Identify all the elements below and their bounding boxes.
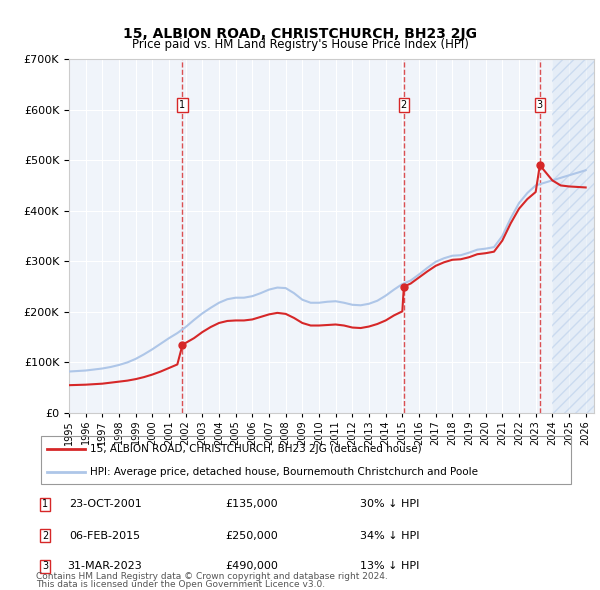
- Text: Contains HM Land Registry data © Crown copyright and database right 2024.: Contains HM Land Registry data © Crown c…: [36, 572, 388, 581]
- Text: £250,000: £250,000: [226, 531, 278, 540]
- Text: 3: 3: [42, 562, 48, 571]
- Text: 23-OCT-2001: 23-OCT-2001: [68, 500, 142, 509]
- Text: 2: 2: [401, 100, 407, 110]
- Text: Price paid vs. HM Land Registry's House Price Index (HPI): Price paid vs. HM Land Registry's House …: [131, 38, 469, 51]
- Text: 34% ↓ HPI: 34% ↓ HPI: [360, 531, 420, 540]
- Text: 06-FEB-2015: 06-FEB-2015: [70, 531, 140, 540]
- Text: HPI: Average price, detached house, Bournemouth Christchurch and Poole: HPI: Average price, detached house, Bour…: [90, 467, 478, 477]
- Text: This data is licensed under the Open Government Licence v3.0.: This data is licensed under the Open Gov…: [36, 580, 325, 589]
- Text: £135,000: £135,000: [226, 500, 278, 509]
- Text: 13% ↓ HPI: 13% ↓ HPI: [361, 562, 419, 571]
- Text: 3: 3: [537, 100, 543, 110]
- Text: 1: 1: [42, 500, 48, 509]
- Bar: [553, 59, 594, 413]
- Text: 1: 1: [179, 100, 185, 110]
- Text: 30% ↓ HPI: 30% ↓ HPI: [361, 500, 419, 509]
- Text: 31-MAR-2023: 31-MAR-2023: [68, 562, 142, 571]
- Text: 15, ALBION ROAD, CHRISTCHURCH, BH23 2JG (detached house): 15, ALBION ROAD, CHRISTCHURCH, BH23 2JG …: [90, 444, 422, 454]
- Text: 2: 2: [42, 531, 48, 540]
- Text: £490,000: £490,000: [226, 562, 278, 571]
- Text: 15, ALBION ROAD, CHRISTCHURCH, BH23 2JG: 15, ALBION ROAD, CHRISTCHURCH, BH23 2JG: [123, 27, 477, 41]
